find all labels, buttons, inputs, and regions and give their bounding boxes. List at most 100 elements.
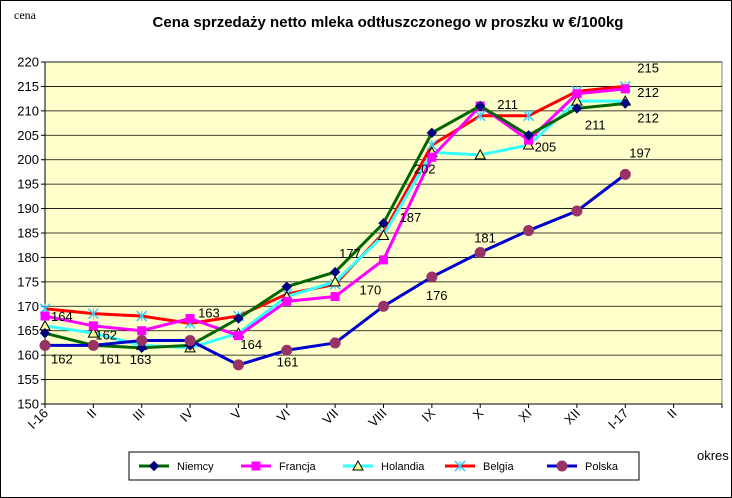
point-niemcy (571, 103, 583, 114)
x-tick-label: VI (274, 406, 293, 425)
plot-area: 150 155 160 165 170 175 180 185 190 195 200 205 210 2… (17, 55, 723, 432)
x-tick-label: I-17 (605, 406, 631, 432)
x-tick-label: VII (319, 406, 341, 428)
point-francja (88, 321, 98, 331)
y-tick-label: 195 (17, 177, 39, 192)
point-niemcy (233, 313, 244, 324)
x-tick-label: X (470, 405, 487, 422)
legend-label: Niemcy (177, 461, 214, 473)
y-tick-label: 185 (17, 226, 39, 241)
legend-marker (352, 459, 364, 471)
point-niemcy (378, 218, 389, 229)
x-tick-label: XI (515, 406, 534, 425)
y-tick-label: 160 (17, 348, 39, 363)
point-francja (330, 292, 340, 302)
point-niemcy (281, 281, 292, 292)
point-holandia (87, 327, 100, 338)
point-francja (620, 84, 630, 94)
legend-marker (556, 460, 568, 472)
point-belgia (474, 110, 486, 122)
y-tick-label: 155 (17, 372, 39, 387)
data-label: 164 (51, 309, 73, 324)
point-niemcy (329, 266, 341, 278)
point-polska (619, 168, 631, 180)
point-polska (87, 339, 99, 351)
data-label: 205 (535, 139, 557, 154)
y-tick-label: 180 (17, 250, 39, 265)
point-francja (40, 311, 50, 321)
y-tick-label: 200 (17, 152, 39, 167)
legend-item-francja: Francja (241, 461, 317, 473)
legend-item-niemcy: Niemcy (139, 460, 214, 473)
point-holandia (377, 229, 390, 240)
data-label: 212 (637, 85, 659, 100)
point-polska (474, 247, 486, 259)
point-polska (329, 337, 341, 349)
y-tick-label: 205 (17, 128, 39, 143)
point-polska (426, 271, 438, 283)
data-label: 211 (585, 117, 606, 132)
point-francja (572, 89, 582, 99)
data-label: 177 (339, 246, 361, 261)
point-holandia (474, 148, 487, 160)
point-belgia (87, 308, 99, 320)
point-polska (378, 300, 389, 312)
y-tick-label: 190 (17, 201, 39, 216)
point-niemcy (620, 98, 631, 109)
y-tick-label: 150 (17, 397, 39, 412)
point-niemcy (523, 130, 534, 141)
data-label: 187 (400, 210, 422, 225)
point-polska (184, 334, 196, 346)
x-tick-label: III (130, 406, 148, 424)
x-tick-label: IV (177, 405, 197, 425)
point-belgia (136, 310, 148, 322)
data-label: 162 (51, 351, 73, 366)
x-tick-label: V (228, 405, 245, 422)
legend-item-holandia: Holandia (343, 459, 425, 473)
point-belgia (523, 110, 535, 122)
point-polska (232, 359, 244, 371)
legend-marker (148, 460, 160, 472)
y-tick-label: 165 (17, 323, 39, 338)
chart-title: Cena sprzedaży netto mleka odtłuszczoneg… (153, 14, 624, 31)
legend-marker (454, 460, 466, 472)
point-niemcy (136, 342, 147, 354)
point-niemcy (426, 127, 438, 139)
data-label: 212 (637, 111, 659, 126)
point-francja (233, 331, 243, 341)
point-francja (427, 152, 437, 162)
data-label: 176 (426, 288, 448, 303)
point-polska (571, 205, 583, 217)
point-niemcy (475, 100, 486, 112)
legend-label: Holandia (381, 461, 425, 473)
point-polska (281, 344, 293, 356)
data-label: 170 (360, 282, 382, 297)
x-tick-label: VIII (365, 406, 389, 430)
y-tick-label: 175 (17, 274, 39, 289)
point-francja (137, 326, 147, 336)
legend-label: Polska (585, 461, 619, 473)
data-label: 211 (497, 97, 518, 112)
point-francja (185, 314, 195, 323)
y-tick-label: 210 (17, 103, 39, 118)
data-label: 164 (240, 337, 262, 352)
data-label: 163 (198, 306, 220, 321)
data-label: 161 (277, 354, 299, 369)
legend-item-belgia: Belgia (445, 460, 514, 473)
y-tick-label: 215 (17, 79, 39, 94)
legend-marker (251, 461, 261, 471)
y-tick-label: 220 (17, 55, 39, 70)
x-tick-label: II (664, 406, 680, 422)
x-tick-label: II (84, 406, 100, 422)
y-axis-label: cena (14, 8, 37, 22)
data-label: 215 (637, 60, 659, 75)
x-axis-label: okres (697, 448, 729, 463)
legend-label: Francja (279, 461, 317, 473)
data-label: 202 (414, 161, 436, 176)
legend-label: Belgia (483, 461, 514, 473)
data-label: 161 (99, 351, 121, 366)
point-francja (379, 255, 388, 265)
point-niemcy (39, 327, 51, 339)
point-polska (39, 339, 51, 351)
